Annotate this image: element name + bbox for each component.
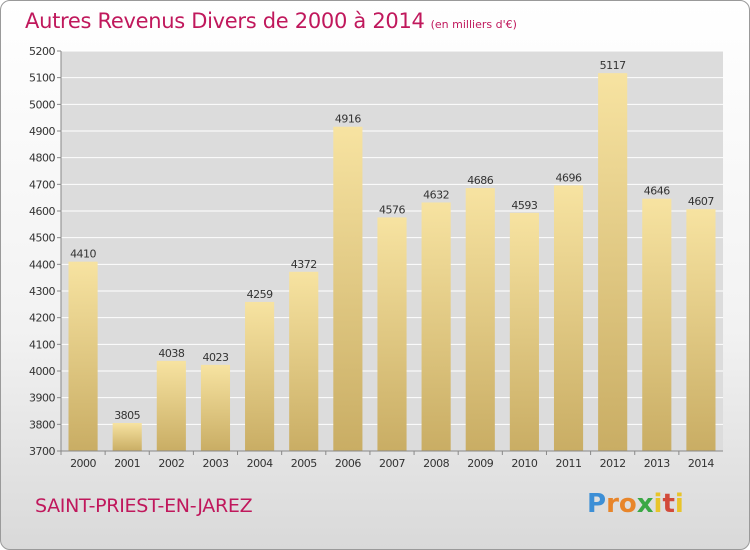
- y-tick-label: 3800: [29, 418, 55, 431]
- brand-logo: Proxiti: [587, 489, 684, 519]
- bar-2009: [465, 188, 495, 452]
- x-tick-label-2009: 2009: [467, 457, 493, 470]
- x-axis: 2000 2001 2002 2003 2004 2005 2006 2007 2008 2009…: [60, 450, 723, 470]
- bar-2000: [68, 261, 98, 451]
- x-tick-label-2010: 2010: [511, 457, 537, 470]
- value-label-2003: 4023: [202, 351, 228, 364]
- x-tick-label-2005: 2005: [291, 457, 317, 470]
- brand-letter: o: [618, 489, 637, 519]
- bar-2007: [377, 217, 407, 451]
- title-block: Autres Revenus Divers de 2000 à 2014 (en …: [25, 9, 517, 33]
- x-tick-label-2013: 2013: [644, 457, 670, 470]
- bar-2014: [686, 209, 716, 451]
- x-tick-label-2014: 2014: [688, 457, 714, 470]
- brand-letter: t: [662, 489, 675, 519]
- brand-letter: i: [674, 489, 684, 519]
- bar-2010: [509, 212, 539, 451]
- value-label-2006: 4916: [335, 113, 361, 126]
- value-label-2007: 4576: [379, 203, 405, 216]
- y-axis: 3700 3800 3900 4000 4100 4200 4300 4400 4500 4600…: [29, 45, 62, 458]
- y-tick-label: 4600: [29, 205, 55, 218]
- y-tick-label: 4800: [29, 152, 55, 165]
- y-tick-label: 4100: [29, 338, 55, 351]
- bar-2005: [289, 271, 319, 451]
- chart-subtitle: (en milliers d'€): [430, 18, 517, 31]
- x-tick-label-2008: 2008: [423, 457, 449, 470]
- y-tick-label: 4400: [29, 258, 55, 271]
- x-tick-label-2006: 2006: [335, 457, 361, 470]
- x-tick-label-2003: 2003: [202, 457, 228, 470]
- bars: [68, 73, 716, 452]
- bar-2002: [156, 360, 186, 451]
- value-label-2010: 4593: [511, 199, 537, 212]
- value-label-2013: 4646: [644, 185, 670, 198]
- y-tick-label: 4900: [29, 125, 55, 138]
- y-tick-label: 5000: [29, 98, 55, 111]
- value-label-2009: 4686: [467, 174, 493, 187]
- bar-2004: [245, 301, 275, 451]
- brand-letter: x: [636, 489, 654, 519]
- brand-letter: i: [653, 489, 663, 519]
- value-labels: 4410 3805 4038 4023 4259 4372 4916 4576 4632 4686…: [70, 59, 715, 422]
- x-tick-label-2007: 2007: [379, 457, 405, 470]
- y-tick-label: 4000: [29, 365, 55, 378]
- y-tick-label: 5100: [29, 72, 55, 85]
- value-label-2002: 4038: [158, 347, 184, 360]
- y-tick-label: 4700: [29, 178, 55, 191]
- value-label-2001: 3805: [114, 409, 140, 422]
- x-tick-label-2004: 2004: [247, 457, 273, 470]
- x-tick-label-2011: 2011: [556, 457, 582, 470]
- bar-2001: [112, 423, 142, 451]
- bar-2013: [642, 198, 672, 451]
- bar-2011: [553, 185, 584, 451]
- value-label-2014: 4607: [688, 195, 714, 208]
- value-label-2012: 5117: [600, 59, 626, 72]
- x-tick-label-2002: 2002: [158, 457, 184, 470]
- city-name: SAINT-PRIEST-EN-JAREZ: [35, 495, 253, 517]
- brand-letter: r: [606, 489, 619, 519]
- y-tick-label: 3900: [29, 392, 55, 405]
- y-tick-label: 3700: [29, 445, 55, 458]
- chart-title: Autres Revenus Divers de 2000 à 2014: [25, 9, 425, 33]
- bar-2003: [200, 364, 231, 451]
- value-label-2005: 4372: [291, 258, 317, 271]
- y-tick-label: 5200: [29, 45, 55, 58]
- bar-2012: [598, 73, 628, 451]
- value-label-2000: 4410: [70, 248, 96, 261]
- x-tick-label-2000: 2000: [70, 457, 96, 470]
- value-label-2011: 4696: [556, 171, 582, 184]
- y-tick-label: 4300: [29, 285, 55, 298]
- y-tick-label: 4200: [29, 312, 55, 325]
- y-tick-label: 4500: [29, 232, 55, 245]
- brand-letter: P: [587, 489, 607, 519]
- bar-2006: [333, 126, 363, 451]
- bar-2008: [421, 202, 451, 451]
- x-tick-label-2001: 2001: [114, 457, 140, 470]
- x-tick-label-2012: 2012: [600, 457, 626, 470]
- value-label-2008: 4632: [423, 188, 449, 201]
- value-label-2004: 4259: [247, 288, 273, 301]
